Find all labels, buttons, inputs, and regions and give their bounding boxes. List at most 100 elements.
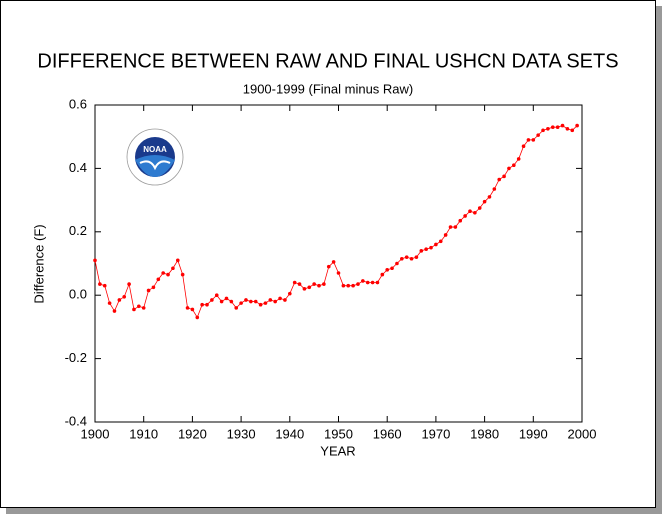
- x-tick-label: 1960: [373, 426, 402, 441]
- data-point: [317, 283, 321, 288]
- x-axis-label: YEAR: [320, 443, 355, 458]
- data-point: [336, 271, 341, 275]
- data-point: [322, 282, 326, 286]
- data-point: [365, 280, 370, 285]
- data-point: [112, 309, 117, 313]
- x-tick-label: 1940: [275, 426, 304, 441]
- x-tick-label: 2000: [568, 426, 597, 441]
- data-point: [409, 256, 414, 261]
- data-point: [463, 214, 467, 218]
- y-axis-label: Difference (F): [31, 224, 46, 303]
- data-point: [575, 123, 579, 128]
- data-point: [516, 157, 521, 161]
- x-tick-label: 1920: [178, 426, 207, 441]
- x-tick-label: 1930: [227, 426, 256, 441]
- data-point: [346, 283, 351, 288]
- x-tick-label: 1970: [421, 426, 450, 441]
- data-point: [210, 298, 214, 302]
- data-point: [434, 242, 438, 247]
- data-point: [302, 287, 307, 291]
- data-point: [151, 285, 156, 290]
- data-point: [171, 266, 175, 271]
- data-point: [205, 302, 209, 307]
- data-point: [93, 258, 97, 263]
- data-point: [375, 280, 380, 285]
- data-point: [331, 260, 336, 264]
- data-point: [546, 126, 550, 131]
- y-tick-label: 0.2: [69, 223, 87, 238]
- data-point: [448, 225, 453, 229]
- data-point: [473, 210, 477, 215]
- y-tick-label: 0.0: [69, 287, 87, 302]
- data-point: [195, 315, 200, 320]
- y-tick-label: 0.6: [69, 96, 87, 111]
- data-point: [361, 279, 365, 283]
- data-point: [477, 206, 482, 210]
- data-line: [94, 125, 578, 319]
- data-point: [161, 271, 165, 275]
- data-point: [468, 209, 472, 213]
- y-tick-label: -0.4: [65, 413, 87, 428]
- x-tick-label: 1990: [519, 426, 548, 441]
- data-point: [141, 306, 146, 310]
- logo-bird: [139, 160, 171, 171]
- data-point: [326, 264, 331, 269]
- data-point: [180, 272, 185, 277]
- data-point: [156, 277, 161, 282]
- data-point: [185, 306, 190, 310]
- data-point: [258, 302, 263, 307]
- data-point: [380, 272, 385, 277]
- logo-text: NOAA: [143, 145, 167, 154]
- data-point: [190, 307, 195, 312]
- data-point: [351, 283, 355, 288]
- data-point: [341, 283, 346, 288]
- chart-subtitle: 1900-1999 (Final minus Raw): [243, 81, 414, 96]
- data-point: [239, 301, 243, 305]
- data-point: [404, 255, 409, 259]
- data-point: [219, 299, 224, 304]
- data-point: [307, 285, 312, 290]
- data-point: [453, 225, 458, 229]
- data-point: [497, 177, 502, 182]
- data-point: [429, 245, 433, 250]
- data-point: [107, 301, 112, 305]
- data-point: [531, 138, 536, 142]
- chart-title: DIFFERENCE BETWEEN RAW AND FINAL USHCN D…: [37, 50, 618, 72]
- data-point: [253, 299, 258, 304]
- data-point: [356, 282, 360, 286]
- data-point: [502, 174, 506, 179]
- data-point: [234, 306, 239, 310]
- data-point: [400, 256, 404, 261]
- data-point: [288, 291, 292, 296]
- data-point: [414, 255, 419, 259]
- x-tick-label: 1980: [470, 426, 499, 441]
- data-point: [166, 272, 170, 277]
- y-tick-label: 0.4: [69, 160, 87, 175]
- data-point: [127, 282, 131, 286]
- data-point: [385, 268, 390, 272]
- data-point: [521, 144, 526, 149]
- data-point: [249, 299, 253, 304]
- data-point: [98, 282, 102, 286]
- data-point: [550, 125, 555, 129]
- data-point: [214, 293, 219, 298]
- data-point: [395, 261, 399, 266]
- data-point: [458, 218, 463, 223]
- x-tick-label: 1950: [324, 426, 353, 441]
- data-point: [424, 247, 428, 252]
- frame: [0, 0, 656, 508]
- data-point: [292, 280, 297, 285]
- data-point: [507, 166, 511, 171]
- data-point: [263, 301, 268, 305]
- data-point: [268, 298, 273, 302]
- x-tick-label: 1900: [81, 426, 110, 441]
- data-point: [570, 128, 575, 133]
- data-point: [536, 133, 540, 137]
- data-point: [132, 307, 136, 312]
- data-point: [122, 294, 127, 299]
- data-point: [526, 138, 531, 142]
- logo: NOAA: [126, 128, 184, 186]
- data-point: [102, 283, 107, 288]
- data-point: [229, 299, 234, 304]
